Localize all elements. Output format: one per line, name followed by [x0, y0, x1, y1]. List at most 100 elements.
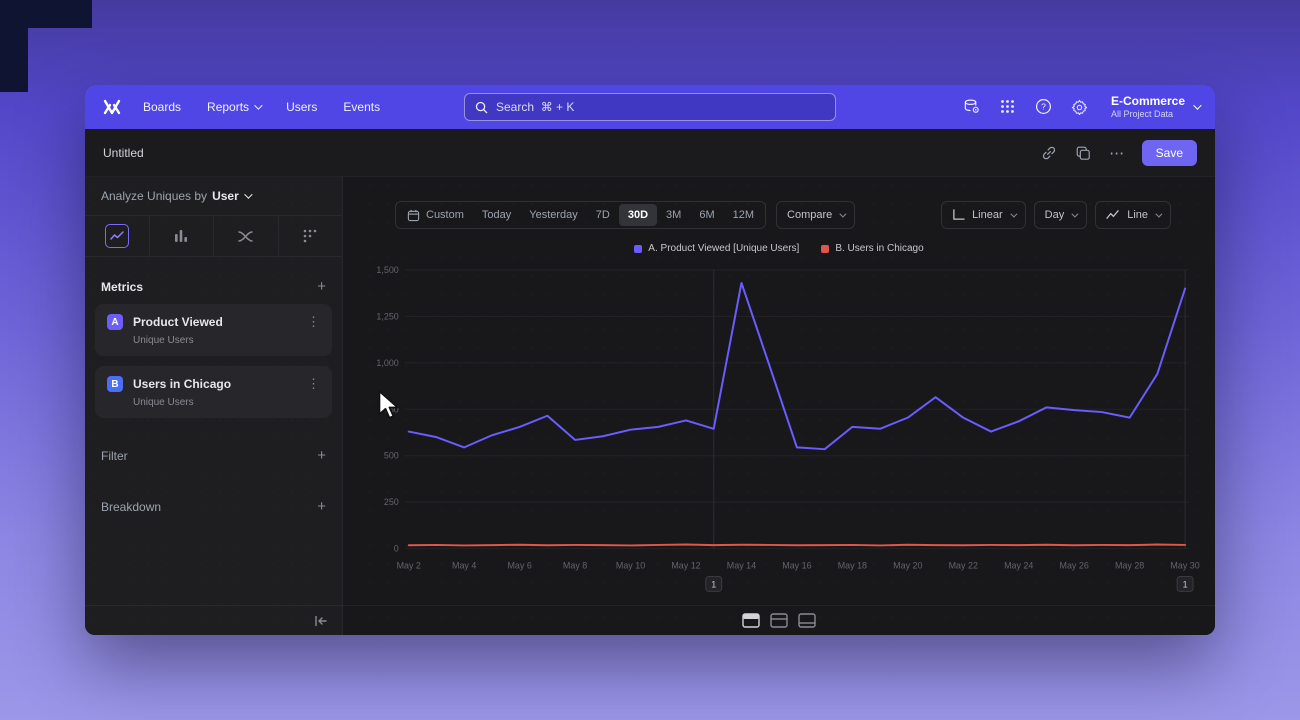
- nav-item-reports[interactable]: Reports: [207, 100, 263, 114]
- help-icon[interactable]: ?: [1035, 98, 1053, 116]
- svg-text:May 8: May 8: [563, 561, 587, 571]
- share-link-icon[interactable]: [1040, 144, 1058, 162]
- chevron-down-icon: [243, 190, 253, 199]
- project-name: E-Commerce: [1110, 94, 1185, 109]
- svg-text:1,500: 1,500: [376, 265, 398, 275]
- chevron-down-icon: [254, 101, 263, 110]
- interval-label: Day: [1044, 209, 1065, 221]
- project-selector[interactable]: E-Commerce All Project Data: [1110, 94, 1202, 119]
- legend-label: A. Product Viewed [Unique Users]: [648, 243, 800, 254]
- line-chart-svg[interactable]: 0 250 500 750 1,000 1,250 1,500 May 2 May 4 May 6…: [351, 256, 1207, 594]
- metric-card-a[interactable]: A Product Viewed ⋮ Unique Users: [95, 304, 332, 356]
- background-decoration: [0, 0, 92, 28]
- range-30d[interactable]: 30D: [618, 204, 658, 226]
- chevron-down-icon: [1155, 210, 1163, 218]
- search-icon: [475, 101, 488, 114]
- mixpanel-logo-icon[interactable]: [101, 96, 123, 118]
- metric-measurement[interactable]: Unique Users: [133, 397, 194, 408]
- legend-swatch: [634, 244, 643, 253]
- toolbar-actions: ⋯ Save: [1040, 139, 1197, 166]
- metric-card-b[interactable]: B Users in Chicago ⋮ Unique Users: [95, 366, 332, 418]
- metric-measurement[interactable]: Unique Users: [133, 335, 194, 346]
- range-7d[interactable]: 7D: [587, 204, 619, 226]
- range-12m[interactable]: 12M: [724, 204, 763, 226]
- apps-grid-icon[interactable]: [999, 98, 1017, 116]
- range-label: Today: [481, 209, 512, 221]
- analyze-row: Analyze Uniques by User: [85, 189, 342, 203]
- global-search[interactable]: [464, 93, 836, 121]
- compare-label: Compare: [787, 209, 833, 221]
- chart-controls: Custom Today Yesterday 7D 30D 3M 6M 12M …: [343, 201, 1215, 229]
- full-view-icon[interactable]: [798, 613, 816, 628]
- add-filter-button[interactable]: +: [317, 447, 326, 464]
- legend-item-b[interactable]: B. Users in Chicago: [821, 243, 924, 254]
- range-label: 12M: [732, 209, 755, 221]
- add-metric-button[interactable]: +: [317, 278, 326, 295]
- range-label: Yesterday: [529, 209, 578, 221]
- chart-panel: Custom Today Yesterday 7D 30D 3M 6M 12M …: [343, 177, 1215, 635]
- legend-swatch: [821, 244, 830, 253]
- legend-label: B. Users in Chicago: [835, 243, 924, 254]
- more-options-icon[interactable]: ⋯: [1109, 144, 1125, 162]
- filter-title: Filter: [101, 448, 128, 463]
- breakdown-title: Breakdown: [101, 499, 162, 514]
- kebab-menu-icon[interactable]: ⋮: [307, 314, 320, 329]
- tab-insights[interactable]: [85, 216, 150, 256]
- range-custom[interactable]: Custom: [398, 204, 473, 227]
- chevron-down-icon: [1010, 210, 1018, 218]
- svg-text:May 18: May 18: [838, 561, 867, 571]
- search-input[interactable]: [496, 100, 825, 114]
- range-6m[interactable]: 6M: [690, 204, 723, 226]
- svg-text:1,000: 1,000: [376, 358, 398, 368]
- split-top-view-icon[interactable]: [770, 613, 788, 628]
- nav-item-users[interactable]: Users: [286, 100, 317, 114]
- range-today[interactable]: Today: [473, 204, 520, 226]
- interval-dropdown[interactable]: Day: [1033, 201, 1088, 229]
- collapse-sidebar-icon[interactable]: [314, 615, 328, 627]
- svg-text:May 28: May 28: [1115, 561, 1144, 571]
- view-toggles: [343, 605, 1215, 635]
- svg-text:1,250: 1,250: [376, 311, 398, 321]
- range-3m[interactable]: 3M: [657, 204, 690, 226]
- nav-menu: Boards Reports Users Events: [143, 100, 380, 114]
- nav-item-label: Boards: [143, 100, 182, 114]
- save-button[interactable]: Save: [1141, 139, 1197, 166]
- analyze-prefix: Analyze Uniques by: [101, 189, 208, 203]
- chevron-down-icon: [1193, 101, 1202, 110]
- add-to-board-icon[interactable]: [1074, 144, 1092, 162]
- scale-dropdown[interactable]: Linear: [941, 201, 1026, 229]
- svg-text:?: ?: [1042, 102, 1047, 112]
- query-sidebar: Analyze Uniques by User: [85, 177, 343, 635]
- svg-text:0: 0: [394, 544, 399, 554]
- calendar-icon: [407, 209, 420, 222]
- svg-text:May 16: May 16: [782, 561, 811, 571]
- line-chart[interactable]: 0 250 500 750 1,000 1,250 1,500 May 2 May 4 May 6…: [343, 256, 1215, 599]
- metric-name: Product Viewed: [133, 315, 223, 329]
- tab-bar-chart[interactable]: [150, 216, 214, 256]
- metric-badge: B: [107, 376, 123, 392]
- range-yesterday[interactable]: Yesterday: [520, 204, 587, 226]
- linear-axis-icon: [952, 209, 965, 221]
- scale-label: Linear: [972, 209, 1003, 221]
- split-horizontal-view-icon[interactable]: [742, 613, 760, 628]
- tab-flows[interactable]: [214, 216, 279, 256]
- report-toolbar: Untitled ⋯ Save: [85, 129, 1215, 177]
- nav-item-boards[interactable]: Boards: [143, 100, 181, 114]
- svg-text:250: 250: [384, 497, 399, 507]
- tab-retention[interactable]: [279, 216, 343, 256]
- nav-item-label: Users: [286, 100, 318, 114]
- compare-dropdown[interactable]: Compare: [776, 201, 856, 229]
- kebab-menu-icon[interactable]: ⋮: [307, 376, 320, 391]
- settings-gear-icon[interactable]: [1071, 98, 1089, 116]
- nav-item-events[interactable]: Events: [343, 100, 380, 114]
- report-title: Untitled: [103, 145, 144, 160]
- svg-text:May 14: May 14: [727, 561, 756, 571]
- analyze-entity-dropdown[interactable]: User: [212, 189, 253, 203]
- legend-item-a[interactable]: A. Product Viewed [Unique Users]: [634, 243, 799, 254]
- metrics-section-header: Metrics +: [85, 279, 342, 294]
- add-breakdown-button[interactable]: +: [317, 498, 326, 515]
- chart-type-label: Line: [1127, 209, 1148, 221]
- range-label: 3M: [666, 209, 682, 221]
- data-management-icon[interactable]: [963, 98, 981, 116]
- chart-type-dropdown[interactable]: Line: [1095, 201, 1171, 229]
